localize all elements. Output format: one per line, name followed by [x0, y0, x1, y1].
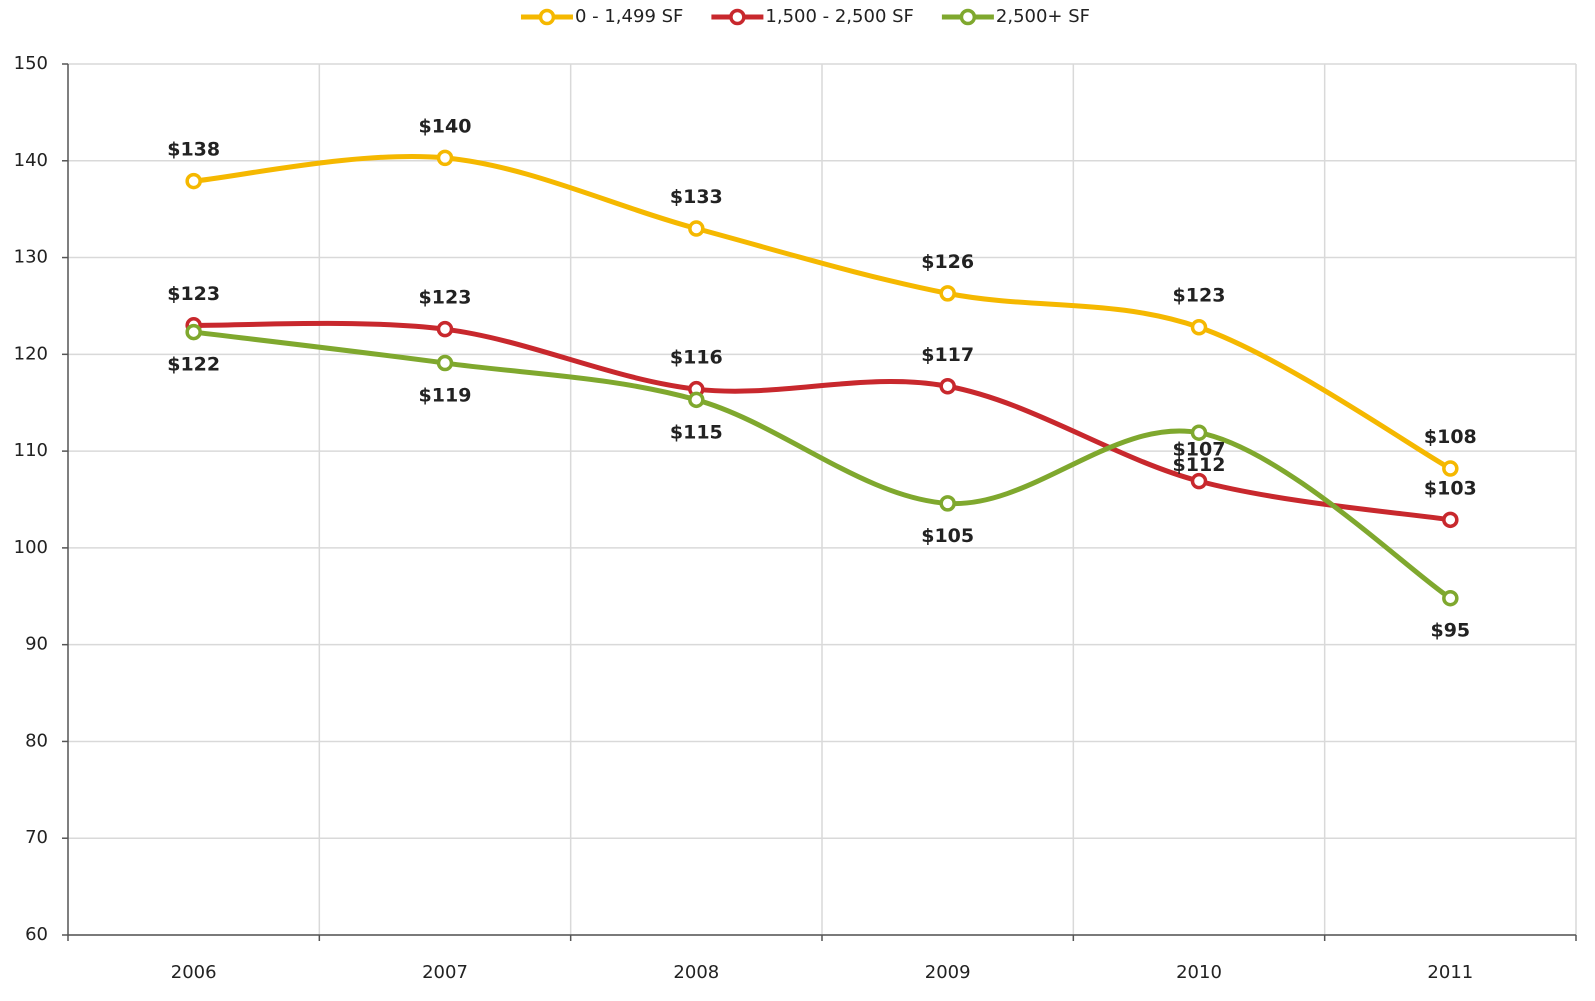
- legend-label: 0 - 1,499 SF: [575, 6, 683, 27]
- point: [1442, 589, 1459, 607]
- x-tick-label: 2008: [673, 962, 719, 983]
- y-tick-label: 110: [14, 440, 48, 461]
- data-label: $112: [1173, 454, 1226, 476]
- point: [185, 172, 202, 190]
- data-label: $138: [167, 139, 220, 161]
- point: [1190, 318, 1208, 336]
- data-label: $123: [419, 287, 472, 309]
- y-tick-label: 120: [14, 343, 48, 364]
- y-tick-label: 130: [14, 247, 48, 268]
- y-tick-label: 100: [14, 537, 48, 558]
- legend-swatch: [941, 8, 994, 26]
- x-tick-label: 2006: [171, 962, 217, 983]
- y-tick-label: 140: [14, 150, 48, 171]
- legend: 0 - 1,499 SF 1,500 - 2,500 SF 2,500+ SF: [520, 6, 1090, 27]
- data-label: $140: [419, 115, 472, 137]
- data-label: $123: [167, 283, 220, 305]
- series-line: [191, 153, 1453, 472]
- data-label: $95: [1430, 620, 1470, 642]
- x-tick-label: 2010: [1176, 962, 1222, 983]
- point: [1190, 472, 1208, 490]
- point: [185, 323, 202, 341]
- point: [436, 354, 454, 372]
- x-tick-label: 2011: [1427, 962, 1473, 983]
- y-tick-label: 70: [25, 827, 48, 848]
- legend-swatch: [520, 8, 573, 26]
- legend-label: 2,500+ SF: [996, 6, 1090, 27]
- series-line: [191, 329, 1453, 601]
- x-tick-label: 2009: [925, 962, 971, 983]
- data-label: $133: [670, 186, 723, 208]
- legend-marker: [959, 8, 977, 26]
- legend-marker: [538, 8, 556, 26]
- series-line: [191, 320, 1453, 523]
- point: [436, 149, 454, 167]
- point: [688, 220, 705, 237]
- y-tick-label: 90: [25, 634, 48, 655]
- data-label: $103: [1424, 477, 1477, 499]
- data-label: $122: [167, 354, 220, 376]
- data-label: $105: [921, 525, 974, 547]
- data-label: $108: [1424, 426, 1477, 448]
- data-label: $107: [1173, 439, 1226, 461]
- point: [1190, 424, 1208, 441]
- legend-swatch: [711, 8, 764, 26]
- data-label: $116: [670, 347, 723, 369]
- point: [1442, 460, 1459, 477]
- point: [939, 285, 956, 302]
- x-tick-label: 2007: [422, 962, 468, 983]
- y-tick-label: 150: [14, 53, 48, 74]
- legend-label: 1,500 - 2,500 SF: [765, 6, 914, 27]
- point: [939, 378, 956, 395]
- y-tick-label: 60: [25, 924, 48, 945]
- point: [1442, 511, 1459, 529]
- y-tick-label: 80: [25, 730, 48, 751]
- point: [939, 495, 956, 512]
- data-label: $117: [921, 344, 974, 366]
- legend-marker: [729, 8, 746, 26]
- point: [688, 391, 705, 409]
- point: [436, 320, 454, 338]
- data-label: $123: [1173, 285, 1226, 307]
- data-label: $115: [670, 421, 723, 443]
- data-label: $119: [419, 385, 472, 407]
- data-label: $126: [921, 251, 974, 273]
